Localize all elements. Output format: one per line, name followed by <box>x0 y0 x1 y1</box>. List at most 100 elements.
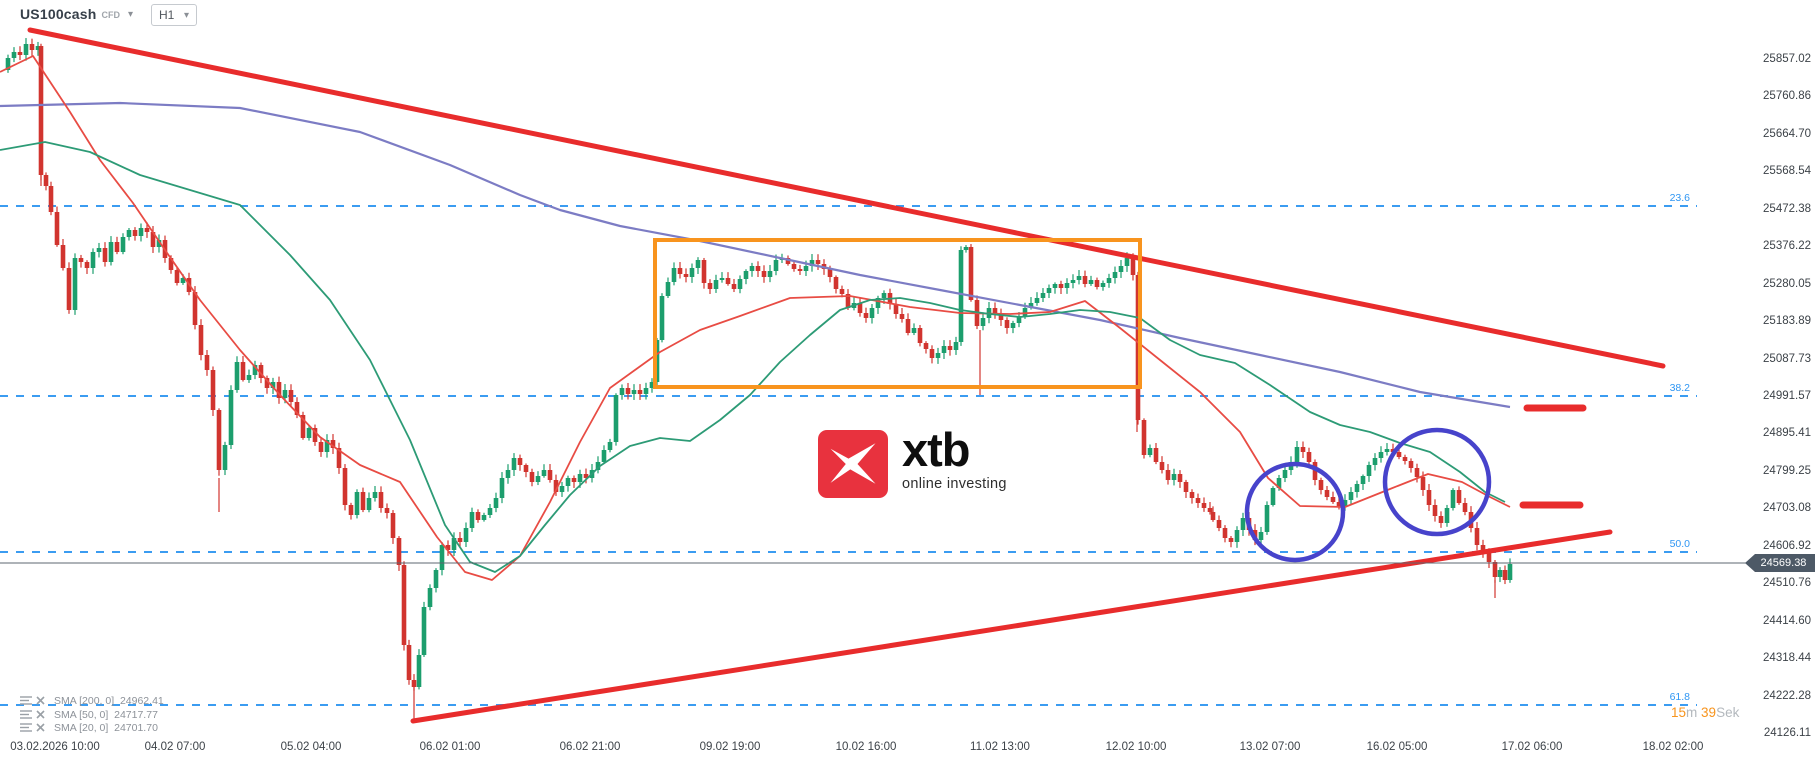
time-axis-label: 05.02 04:00 <box>280 741 342 753</box>
candle-body <box>445 545 451 550</box>
candle-body <box>1507 564 1513 580</box>
candle-body <box>1432 505 1438 516</box>
candle-body <box>1294 447 1300 462</box>
candle-body <box>1408 461 1414 468</box>
candle-body <box>1040 293 1046 298</box>
candle-body <box>126 230 132 237</box>
candle-body <box>1082 276 1088 284</box>
countdown-seconds: 39 <box>1701 705 1717 720</box>
candle-body <box>1497 570 1503 577</box>
candle-body <box>958 250 964 342</box>
candle-body <box>1426 490 1432 505</box>
candle-body <box>833 277 839 289</box>
candle-body <box>294 402 300 415</box>
candle-body <box>1159 462 1165 470</box>
xtb-watermark: xtb online investing <box>818 426 1007 498</box>
candle-body <box>505 470 511 478</box>
candle-body <box>439 545 445 570</box>
candle-body <box>1052 284 1058 288</box>
indicator-remove-icon[interactable] <box>36 723 49 732</box>
candle-body <box>1171 474 1177 480</box>
symbol-dropdown-caret-icon[interactable]: ▾ <box>128 8 134 20</box>
price-axis-label: 24510.76 <box>1763 577 1811 590</box>
indicator-settings-icon[interactable] <box>20 722 36 733</box>
descending-resistance-trendline[interactable] <box>27 27 1666 369</box>
timeframe-selector[interactable]: H1 ▾ <box>151 4 197 26</box>
candle-body <box>1141 420 1147 455</box>
candle-body <box>1330 497 1336 502</box>
candle-body <box>863 313 869 318</box>
indicator-legend-text: SMA [50, 0] 24717.77 <box>54 708 158 721</box>
indicator-legend-text: SMA [20, 0] 24701.70 <box>54 721 158 734</box>
candle-body <box>1106 278 1112 283</box>
symbol-name[interactable]: US100cash <box>20 6 97 22</box>
candle-body <box>1016 316 1022 323</box>
candle-body <box>963 247 969 250</box>
candle-body <box>499 478 505 498</box>
candle-body <box>953 342 959 350</box>
candle-body <box>899 314 905 319</box>
candle-body <box>737 279 743 289</box>
candle-body <box>1195 498 1201 503</box>
candle-body <box>827 269 833 277</box>
fib-level-label: 50.0 <box>1669 538 1690 550</box>
candle-body <box>701 260 707 283</box>
candle-body <box>595 462 601 470</box>
candle-body <box>654 340 660 382</box>
highlight-circle[interactable] <box>1382 427 1492 537</box>
price-axis-label: 24991.57 <box>1763 389 1811 402</box>
candle-body <box>677 268 683 274</box>
candle-body <box>390 513 396 538</box>
highlight-circle[interactable] <box>1244 461 1346 563</box>
indicator-settings-icon[interactable] <box>20 709 36 720</box>
candle-body <box>481 515 487 520</box>
candle-body <box>336 448 342 468</box>
candle-body <box>1022 308 1028 316</box>
candle-body <box>451 538 457 550</box>
candle-body <box>1502 570 1508 580</box>
candle-body <box>1010 323 1016 328</box>
indicator-remove-icon[interactable] <box>36 696 49 705</box>
price-axis-label: 24606.92 <box>1763 539 1811 552</box>
time-axis-label: 06.02 21:00 <box>559 741 621 753</box>
candle-body <box>5 58 11 70</box>
candle-body <box>240 362 246 380</box>
indicator-remove-icon[interactable] <box>36 710 49 719</box>
candle-body <box>1201 503 1207 508</box>
time-axis-label: 03.02.2026 10:00 <box>10 741 100 753</box>
candle-body <box>1348 492 1354 500</box>
candle-body <box>947 346 953 350</box>
sma-50-line <box>0 55 1511 581</box>
candle-body <box>234 362 240 390</box>
candle-body <box>541 470 547 476</box>
candle-body <box>1100 283 1106 287</box>
candle-body <box>1378 452 1384 458</box>
candle-body <box>204 355 210 370</box>
candle-body <box>637 390 643 394</box>
candle-body <box>469 512 475 528</box>
candle-body <box>1270 488 1276 505</box>
candle-body <box>372 492 378 498</box>
candle-body <box>1480 545 1486 552</box>
candle-body <box>246 375 252 380</box>
candle-body <box>138 228 144 236</box>
candle-body <box>1336 502 1342 507</box>
candle-body <box>1183 482 1189 492</box>
candle-body <box>761 271 767 277</box>
ascending-support-trendline[interactable] <box>410 529 1613 724</box>
candle-body <box>785 258 791 264</box>
time-axis-label: 04.02 07:00 <box>144 741 206 753</box>
candle-body <box>1177 474 1183 482</box>
consolidation-rectangle[interactable] <box>653 238 1142 389</box>
candle-body <box>1252 530 1258 540</box>
indicator-legend-row: SMA [20, 0] 24701.70 <box>20 721 158 734</box>
fib-level-label: 61.8 <box>1669 691 1690 703</box>
candle-body <box>174 270 180 283</box>
candle-body <box>821 264 827 269</box>
candle-body <box>791 264 797 269</box>
candle-body <box>665 282 671 296</box>
indicator-settings-icon[interactable] <box>20 695 36 706</box>
candle-body <box>1402 457 1408 461</box>
candle-body <box>1240 518 1246 530</box>
